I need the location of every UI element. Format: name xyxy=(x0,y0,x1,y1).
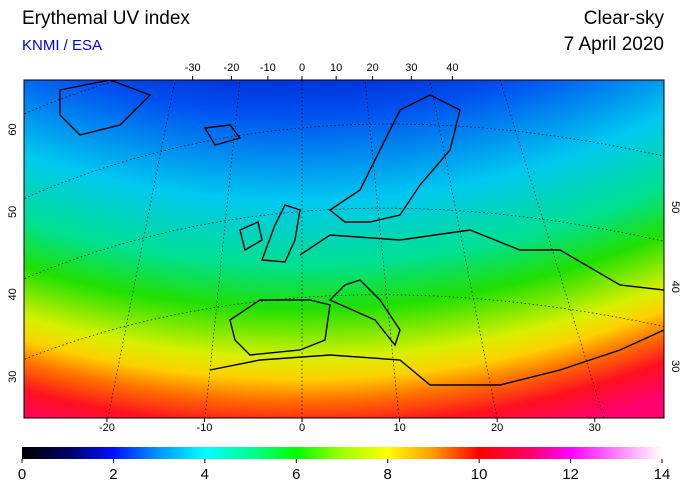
lat-label: 50 xyxy=(669,201,681,213)
bottom-lon-label: -20 xyxy=(99,422,115,434)
lat-label: 40 xyxy=(7,288,19,300)
top-lon-label: 10 xyxy=(330,62,342,74)
date: 7 April 2020 xyxy=(564,34,664,55)
lat-label: 50 xyxy=(7,206,19,218)
graticule xyxy=(24,80,664,418)
colorbar xyxy=(22,447,662,459)
top-lon-label: 0 xyxy=(299,62,305,74)
lat-label: 30 xyxy=(669,360,681,372)
lat-label: 30 xyxy=(7,371,19,383)
map-frame xyxy=(23,79,665,419)
map xyxy=(24,80,664,418)
top-lon-label: -20 xyxy=(223,62,239,74)
bottom-lon-label: 0 xyxy=(299,422,305,434)
colorbar-label: 8 xyxy=(384,466,392,483)
bottom-lon-label: -10 xyxy=(197,422,213,434)
colorbar-label: 10 xyxy=(471,466,488,483)
top-lon-label: 30 xyxy=(405,62,417,74)
title: Erythemal UV index xyxy=(22,8,190,29)
lat-label: 60 xyxy=(7,123,19,135)
lat-label: 40 xyxy=(669,281,681,293)
colorbar-label: 2 xyxy=(109,466,117,483)
bottom-lon-label: 10 xyxy=(393,422,405,434)
top-lon-label: -30 xyxy=(185,62,201,74)
colorbar-label: 14 xyxy=(654,466,671,483)
top-lon-label: 20 xyxy=(366,62,378,74)
colorbar-label: 4 xyxy=(201,466,209,483)
bottom-lon-label: 30 xyxy=(589,422,601,434)
colorbar-label: 0 xyxy=(18,466,26,483)
colorbar-label: 12 xyxy=(562,466,579,483)
top-lon-label: 40 xyxy=(446,62,458,74)
coastlines xyxy=(59,80,664,386)
uv-field xyxy=(24,80,664,418)
source: KNMI / ESA xyxy=(22,37,102,54)
top-lon-label: -10 xyxy=(260,62,276,74)
condition: Clear-sky xyxy=(584,8,665,29)
colorbar-label: 6 xyxy=(292,466,300,483)
bottom-lon-label: 20 xyxy=(491,422,503,434)
